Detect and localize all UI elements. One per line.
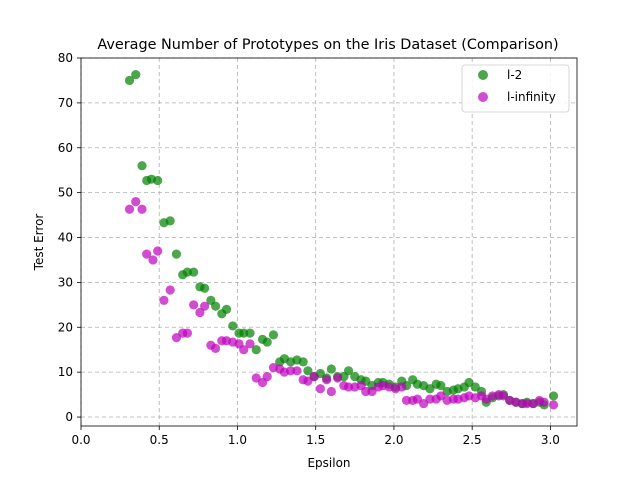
data-point: [165, 285, 175, 295]
y-tick-label: 10: [58, 365, 73, 379]
y-tick-label: 20: [58, 320, 73, 334]
y-tick-label: 60: [58, 141, 73, 155]
data-point: [268, 330, 279, 340]
x-axis-label: Epsilon: [307, 456, 350, 470]
x-tick-label: 3.0: [541, 433, 560, 447]
data-points: [124, 70, 559, 410]
data-point: [326, 386, 336, 397]
data-point: [189, 300, 199, 310]
data-point: [153, 175, 163, 186]
data-point: [131, 197, 141, 207]
data-point: [142, 249, 152, 259]
data-point: [124, 75, 135, 86]
y-tick-label: 0: [65, 410, 73, 424]
plot-frame: [80, 57, 578, 427]
legend-marker-l2: [478, 70, 488, 80]
legend-label-l2: l-2: [507, 68, 522, 82]
data-point: [165, 216, 175, 226]
data-point: [189, 267, 199, 277]
data-point: [262, 337, 272, 347]
y-tick-label: 30: [58, 275, 73, 289]
y-axis-label: Test Error: [32, 214, 46, 272]
data-point: [333, 373, 343, 383]
data-point: [137, 204, 147, 214]
axis-ticks: 0.0 0.5 1.0 1.5 2.0 2.5 3.0 0 10 20 30 40 50 60 70 80: [58, 51, 560, 447]
data-point: [309, 372, 319, 382]
data-point: [548, 400, 559, 410]
legend-box: [461, 64, 570, 113]
legend-label-l-infinity: l-infinity: [507, 90, 556, 104]
data-point: [343, 366, 354, 376]
data-point: [292, 366, 302, 376]
y-tick-label: 50: [58, 186, 73, 200]
data-point: [315, 384, 325, 394]
data-point: [131, 70, 141, 80]
x-tick-label: 1.5: [306, 433, 325, 447]
y-tick-label: 40: [58, 231, 73, 245]
data-point: [200, 301, 210, 311]
data-point: [221, 304, 232, 314]
data-point: [148, 255, 158, 265]
data-point: [239, 345, 249, 355]
data-point: [200, 283, 210, 293]
legend-marker-l-infinity: [478, 92, 488, 102]
legend: l-2 l-infinity: [461, 64, 570, 113]
data-point: [210, 301, 221, 311]
data-point: [322, 375, 332, 385]
x-tick-label: 2.0: [384, 433, 403, 447]
data-point: [539, 397, 549, 407]
data-point: [124, 204, 135, 214]
data-point: [159, 295, 169, 305]
data-point: [397, 382, 407, 392]
data-point: [298, 357, 308, 367]
data-point: [326, 364, 336, 374]
data-point: [153, 246, 163, 256]
series-l-infinity: [124, 197, 559, 410]
data-point: [182, 328, 192, 338]
data-point: [262, 372, 272, 382]
data-point: [436, 381, 446, 391]
data-point: [195, 307, 205, 318]
x-tick-label: 0.0: [71, 433, 90, 447]
data-point: [171, 249, 182, 259]
data-point: [228, 321, 238, 331]
data-point: [303, 366, 313, 376]
y-tick-label: 80: [58, 51, 73, 65]
x-tick-label: 2.5: [463, 433, 482, 447]
x-tick-label: 0.5: [150, 433, 169, 447]
data-point: [251, 345, 261, 355]
data-point: [210, 343, 221, 353]
data-point: [548, 391, 559, 401]
data-point: [245, 339, 255, 349]
data-point: [137, 161, 147, 171]
y-tick-label: 70: [58, 96, 73, 110]
x-tick-label: 1.0: [228, 433, 247, 447]
chart-title: Average Number of Prototypes on the Iris…: [97, 37, 558, 53]
data-point: [245, 328, 255, 338]
